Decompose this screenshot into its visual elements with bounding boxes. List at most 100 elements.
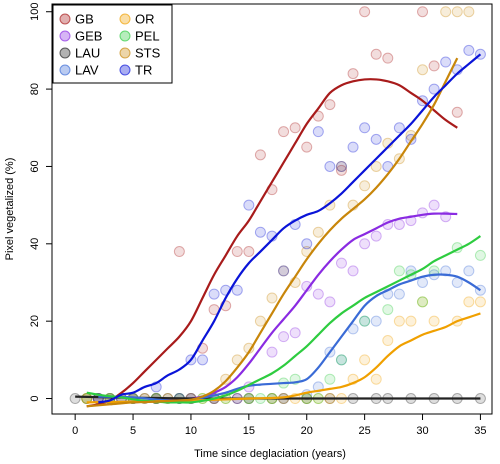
data-point-tr (370, 133, 382, 145)
legend-label-gb: GB (75, 12, 94, 27)
legend-marker-geb (59, 30, 71, 42)
legend-marker-lau (59, 47, 71, 59)
legend-marker-gb (59, 13, 71, 25)
data-point-gb (301, 141, 313, 153)
x-tick-label: 30 (416, 425, 428, 437)
data-point-tr (428, 83, 440, 95)
data-point-tr (208, 288, 220, 300)
data-point-geb (289, 327, 301, 339)
data-point-tr (335, 160, 347, 172)
data-point-gb (451, 106, 463, 118)
data-point-lav (335, 354, 347, 366)
data-point-pel (324, 373, 336, 385)
data-point-sts (312, 226, 324, 238)
data-point-tr (243, 199, 255, 211)
data-point-sts (370, 160, 382, 172)
data-point-tr (312, 126, 324, 138)
y-tick-label: 100 (29, 3, 41, 21)
x-tick-label: 0 (72, 425, 78, 437)
legend-label-or: OR (135, 12, 155, 27)
legend-label-pel: PEL (135, 29, 160, 44)
data-point-geb (428, 199, 440, 211)
data-point-tr (324, 160, 336, 172)
data-point-geb (335, 257, 347, 269)
legend-label-lav: LAV (75, 63, 99, 78)
x-axis-title: Time since deglaciation (years) (194, 448, 346, 460)
legend: GB GEB LAU LAV OR PEL STS TR (52, 4, 173, 84)
data-point-sts (278, 265, 290, 277)
data-point-sts (463, 6, 475, 18)
data-point-geb (266, 346, 278, 358)
data-point-tr (463, 44, 475, 56)
data-point-geb (278, 331, 290, 343)
data-point-geb (359, 238, 371, 250)
data-point-pel (382, 304, 394, 316)
data-point-geb (324, 296, 336, 308)
curves-layer (75, 53, 482, 408)
series-line-tr (98, 53, 482, 404)
series-line-sts (86, 57, 459, 408)
y-axis-title: Pixel vegetalized (%) (4, 158, 16, 261)
data-point-or (370, 373, 382, 385)
legend-marker-lav (59, 64, 71, 76)
plot-frame (51, 3, 493, 415)
x-tick-label: 5 (130, 425, 136, 437)
x-tick-label: 15 (243, 425, 255, 437)
data-point-gb (324, 99, 336, 111)
data-point-gb (347, 68, 359, 80)
data-point-gb (278, 126, 290, 138)
data-point-pel (359, 315, 371, 327)
data-point-sts (254, 315, 266, 327)
data-point-or (393, 315, 405, 327)
series-line-gb (86, 78, 458, 408)
data-point-sts (417, 64, 429, 76)
data-point-lav (370, 315, 382, 327)
y-tick-label: 20 (29, 315, 41, 327)
data-point-pel (474, 249, 486, 261)
data-point-tr (440, 56, 452, 68)
data-point-or (359, 354, 371, 366)
data-point-lav (463, 265, 475, 277)
data-point-lav (393, 288, 405, 300)
data-point-tr (231, 284, 243, 296)
data-point-gb (428, 60, 440, 72)
x-tick-label: 25 (359, 425, 371, 437)
series-line-lav (98, 273, 482, 402)
legend-marker-pel (119, 30, 131, 42)
data-point-sts (451, 6, 463, 18)
y-tick-label: 80 (29, 83, 41, 95)
data-point-tr (301, 238, 313, 250)
data-point-pel (335, 354, 347, 366)
data-point-sts (440, 6, 452, 18)
legend-marker-or (119, 13, 131, 25)
data-point-tr (254, 226, 266, 238)
data-point-or (428, 315, 440, 327)
data-point-geb (347, 265, 359, 277)
axes-layer: 0 5 10 15 20 25 30 35 0 20 40 60 80 100 (29, 3, 487, 437)
data-point-geb (312, 288, 324, 300)
legend-marker-tr (119, 64, 131, 76)
y-tick-label: 0 (29, 395, 41, 401)
data-point-pel (417, 296, 429, 308)
data-point-sts (266, 292, 278, 304)
y-tick-label: 60 (29, 160, 41, 172)
data-point-lav (359, 315, 371, 327)
y-tick-label: 40 (29, 238, 41, 250)
legend-box (52, 4, 173, 84)
legend-label-sts: STS (135, 46, 161, 61)
data-point-sts (335, 160, 347, 172)
data-point-or (463, 296, 475, 308)
data-point-pel (428, 265, 440, 277)
legend-label-lau: LAU (75, 46, 100, 61)
data-point-geb (370, 230, 382, 242)
data-point-lav (440, 265, 452, 277)
data-point-gb (173, 246, 185, 258)
data-point-gb (370, 48, 382, 60)
data-point-or (474, 296, 486, 308)
data-point-tr (278, 265, 290, 277)
data-point-gb (359, 6, 371, 18)
x-tick-label: 10 (185, 425, 197, 437)
data-point-sts (220, 373, 232, 385)
data-point-lav (417, 276, 429, 288)
data-point-or (405, 315, 417, 327)
